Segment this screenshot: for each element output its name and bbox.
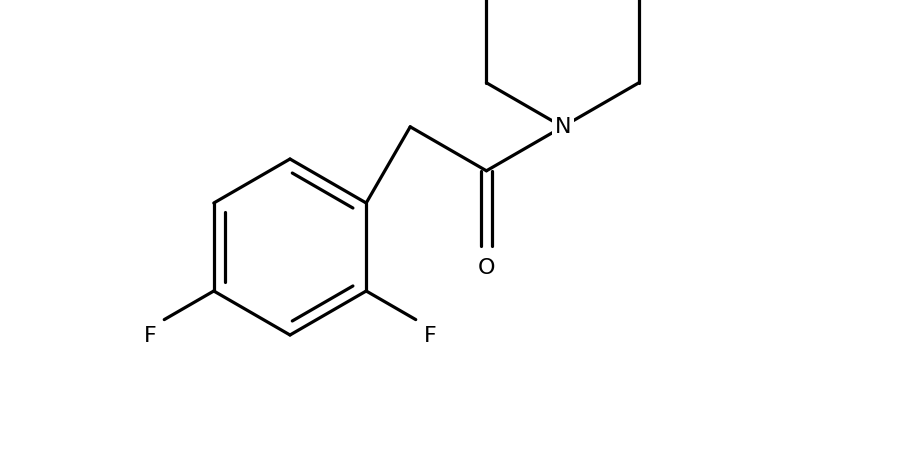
Text: F: F	[143, 326, 156, 346]
Text: F: F	[424, 326, 436, 346]
Text: O: O	[477, 258, 495, 278]
Text: N: N	[554, 117, 570, 137]
Text: O: O	[646, 0, 663, 1]
